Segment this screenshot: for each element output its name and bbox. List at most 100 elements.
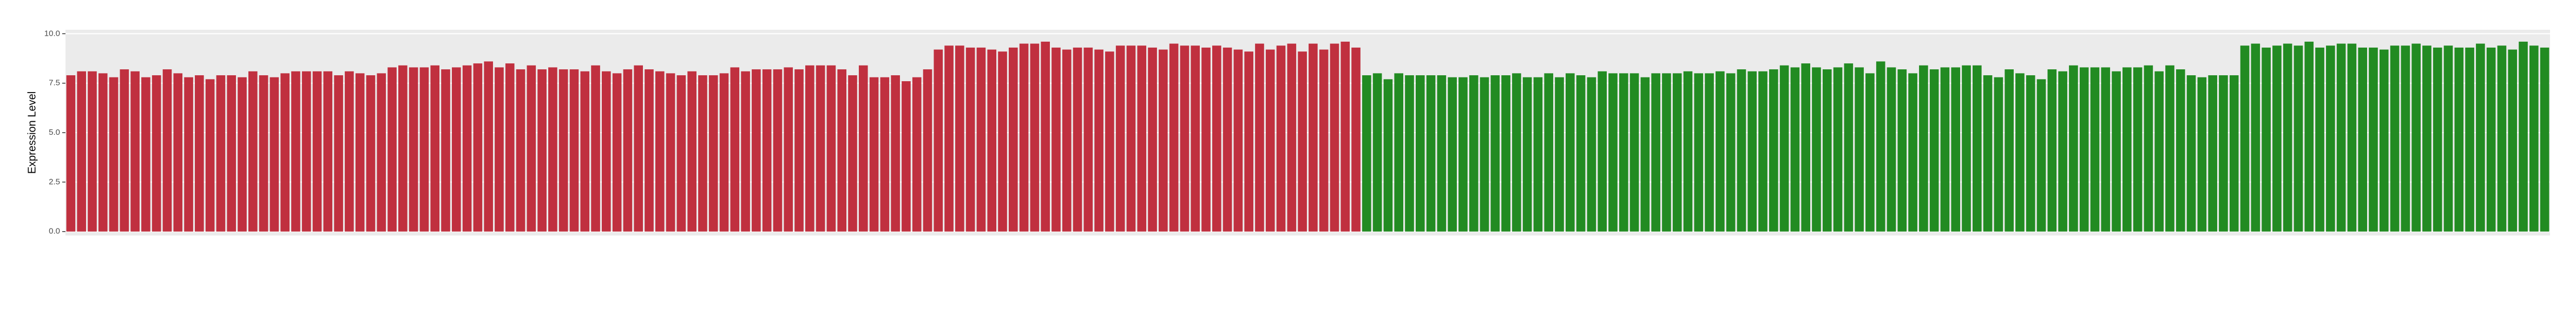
bar xyxy=(88,71,97,232)
bar xyxy=(1265,49,1275,232)
bar xyxy=(516,69,525,232)
bar xyxy=(2005,69,2014,232)
bar xyxy=(1469,75,1478,232)
bar xyxy=(419,67,429,232)
bar xyxy=(1972,65,1982,232)
bar xyxy=(527,65,536,232)
bar xyxy=(2283,43,2292,232)
bar xyxy=(2443,45,2453,232)
bar xyxy=(173,73,183,232)
bar xyxy=(2197,77,2207,232)
bar xyxy=(1919,65,1928,232)
bar xyxy=(462,65,472,232)
bar xyxy=(1415,75,1425,232)
bar xyxy=(2133,67,2143,232)
bar xyxy=(1769,69,1778,232)
bar xyxy=(227,75,236,232)
bar xyxy=(1276,45,1286,232)
bar xyxy=(1019,43,1029,232)
bar xyxy=(645,69,654,232)
bar xyxy=(858,65,868,232)
bar xyxy=(2079,67,2089,232)
bar xyxy=(1994,77,2003,232)
bar xyxy=(976,47,986,232)
bar xyxy=(484,61,493,232)
bar xyxy=(591,65,600,232)
bar xyxy=(1169,43,1179,232)
bar xyxy=(120,69,129,232)
bar xyxy=(2326,45,2335,232)
bar xyxy=(259,75,268,232)
bar xyxy=(291,71,300,232)
bar xyxy=(2240,45,2250,232)
bar xyxy=(2036,79,2046,232)
bar xyxy=(1094,49,1103,232)
bar xyxy=(762,69,772,232)
bar xyxy=(2112,71,2121,232)
bar xyxy=(1340,41,1350,232)
bar xyxy=(1372,73,1382,232)
bar xyxy=(2433,47,2442,232)
y-tick-label: 2.5 xyxy=(49,177,60,186)
bar xyxy=(430,65,440,232)
bar xyxy=(473,63,483,232)
bar xyxy=(891,75,900,232)
bar xyxy=(1148,47,1157,232)
bar xyxy=(184,77,193,232)
bar xyxy=(934,49,943,232)
bar xyxy=(1405,75,1414,232)
bar xyxy=(1544,73,1554,232)
bar xyxy=(848,75,857,232)
bar xyxy=(355,73,365,232)
bar xyxy=(2165,65,2174,232)
bar xyxy=(2347,43,2357,232)
bar xyxy=(1726,73,1736,232)
bar xyxy=(1833,67,1843,232)
bar xyxy=(580,71,590,232)
bar xyxy=(826,65,836,232)
bar xyxy=(1929,69,1939,232)
bar xyxy=(1298,51,1307,232)
bar xyxy=(1351,47,1361,232)
bar xyxy=(2294,45,2303,232)
bar xyxy=(301,71,311,232)
bar xyxy=(1052,47,1061,232)
bar xyxy=(2422,45,2432,232)
bar xyxy=(965,47,975,232)
y-tick-label: 10.0 xyxy=(44,29,60,38)
bar xyxy=(1137,45,1147,232)
bar xyxy=(2529,45,2539,232)
bar xyxy=(1801,63,1810,232)
bar xyxy=(1705,73,1714,232)
bar xyxy=(2401,45,2410,232)
bar xyxy=(1287,43,1297,232)
bar xyxy=(1180,45,1190,232)
bar xyxy=(387,67,397,232)
bar xyxy=(2272,45,2282,232)
bar xyxy=(1790,67,1800,232)
bar xyxy=(1244,51,1253,232)
bar xyxy=(869,77,879,232)
bar xyxy=(441,69,450,232)
bar xyxy=(2390,45,2400,232)
bar xyxy=(816,65,825,232)
y-tick-label: 7.5 xyxy=(49,78,60,88)
bar xyxy=(602,71,611,232)
bar xyxy=(1608,73,1618,232)
bar xyxy=(77,71,86,232)
bar xyxy=(1897,69,1907,232)
bar xyxy=(944,45,954,232)
bar xyxy=(130,71,140,232)
bar xyxy=(1747,71,1757,232)
bar xyxy=(2508,49,2518,232)
bar xyxy=(2411,43,2421,232)
bar xyxy=(1522,77,1532,232)
bar xyxy=(902,81,911,232)
bar xyxy=(409,67,418,232)
bar xyxy=(2069,65,2078,232)
bar xyxy=(708,75,718,232)
bar xyxy=(1426,75,1436,232)
bar xyxy=(2208,75,2217,232)
bar xyxy=(880,77,890,232)
